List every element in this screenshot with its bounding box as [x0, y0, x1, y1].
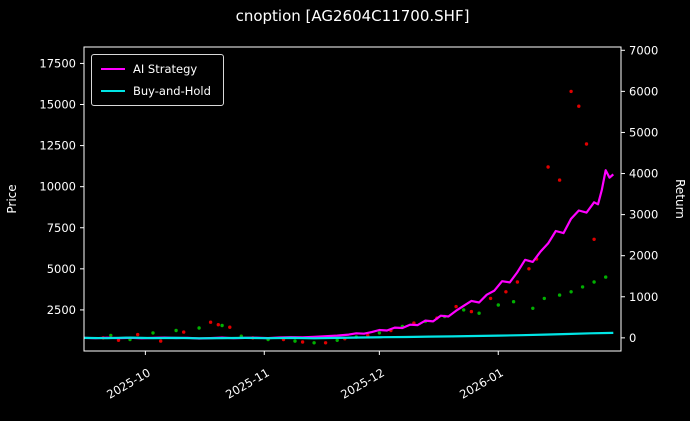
left-tick-label: 10000	[39, 180, 76, 194]
price-down-point	[557, 178, 562, 182]
series-ai-strategy	[83, 169, 615, 340]
legend-label: AI Strategy	[133, 62, 198, 76]
price-down-point	[208, 320, 213, 324]
left-axis-label: Price	[5, 184, 19, 213]
legend: AI Strategy Buy-and-Hold	[91, 54, 224, 106]
right-tick-label: 2000	[629, 249, 658, 263]
price-up-point	[377, 331, 382, 335]
left-tick-label: 7500	[47, 221, 76, 235]
x-tick-label: 2026-01	[457, 365, 506, 401]
plot-border	[83, 46, 622, 352]
price-down-point	[366, 333, 370, 338]
price-down-point	[159, 339, 163, 343]
price-up-point	[542, 296, 546, 301]
price-down-point	[116, 338, 121, 342]
price-down-point	[504, 290, 508, 294]
price-down-point	[488, 296, 493, 301]
price-down-point	[584, 142, 589, 146]
price-up-point	[174, 328, 178, 333]
price-up-point	[462, 308, 466, 312]
price-up-point	[592, 280, 596, 284]
legend-item-ai-strategy: AI Strategy	[101, 62, 211, 76]
left-tick-label: 15000	[39, 98, 76, 112]
price-up-point	[569, 290, 573, 294]
price-up-point	[604, 275, 608, 279]
price-down-point	[469, 309, 474, 314]
price-down-point	[228, 325, 232, 329]
legend-item-buy-and-hold: Buy-and-Hold	[101, 84, 211, 98]
price-up-point	[151, 331, 155, 335]
price-down-point	[323, 341, 328, 345]
price-down-point	[577, 104, 581, 108]
price-up-point	[496, 303, 500, 307]
price-down-point	[546, 165, 550, 169]
price-up-point	[109, 333, 113, 338]
price-up-point	[197, 326, 201, 330]
x-tick-label: 2025-10	[104, 365, 153, 401]
right-tick-label: 3000	[629, 208, 658, 222]
left-tick-label: 17500	[39, 56, 76, 70]
price-up-point	[220, 323, 224, 328]
price-up-point	[580, 285, 585, 289]
price-up-point	[312, 341, 316, 345]
price-down-point	[300, 340, 305, 344]
right-tick-label: 5000	[629, 125, 658, 139]
price-down-point	[592, 237, 596, 241]
price-down-point	[182, 330, 186, 334]
x-tick-label: 2025-12	[338, 365, 387, 401]
left-tick-label: 2500	[47, 303, 76, 317]
price-up-point	[477, 311, 481, 315]
price-down-point	[454, 304, 458, 309]
price-up-point	[557, 293, 562, 297]
right-axis-label: Return	[673, 179, 687, 219]
price-down-point	[515, 280, 520, 284]
x-tick-label: 2025-11	[223, 365, 272, 401]
right-tick-label: 1000	[629, 290, 658, 304]
left-tick-label: 5000	[47, 262, 76, 276]
price-up-point	[335, 338, 339, 342]
left-tick-label: 12500	[39, 139, 76, 153]
price-down-point	[136, 332, 140, 337]
price-up-point	[511, 300, 516, 304]
right-tick-label: 7000	[629, 43, 658, 57]
right-tick-label: 0	[629, 331, 636, 345]
price-up-point	[531, 306, 535, 310]
chart-title: cnoption [AG2604C11700.SHF]	[235, 7, 470, 25]
legend-swatch-ai-strategy	[101, 67, 125, 71]
legend-swatch-buy-and-hold	[101, 89, 125, 93]
price-up-point	[293, 339, 297, 343]
legend-label: Buy-and-Hold	[133, 84, 211, 98]
price-down-point	[216, 323, 220, 327]
right-tick-label: 4000	[629, 167, 658, 181]
price-down-point	[527, 267, 531, 271]
right-tick-label: 6000	[629, 84, 658, 98]
price-down-point	[569, 89, 573, 94]
series-buy-and-hold	[83, 331, 614, 340]
